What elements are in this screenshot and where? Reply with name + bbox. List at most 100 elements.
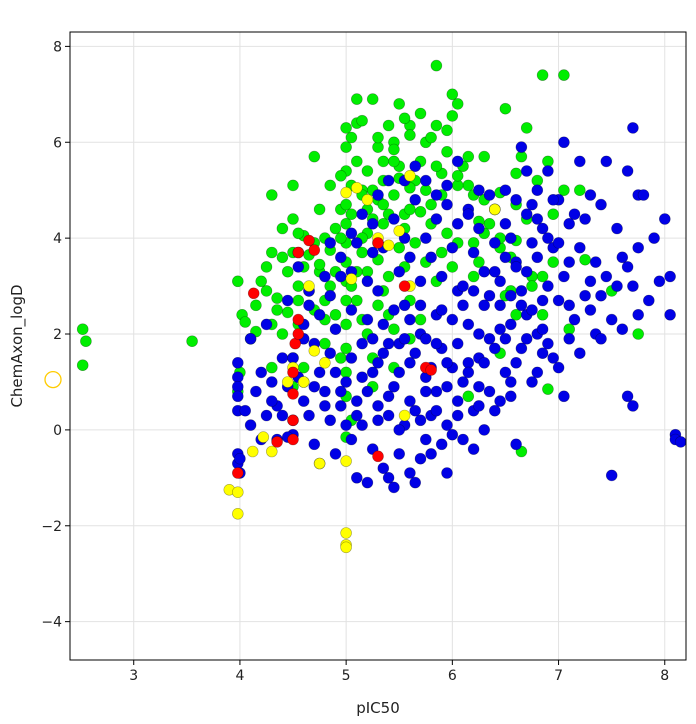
data-point (419, 385, 432, 398)
data-point (340, 186, 352, 199)
data-point (340, 541, 352, 554)
data-point (388, 481, 400, 494)
data-point (303, 409, 315, 422)
data-point (483, 189, 496, 201)
data-point (382, 409, 395, 422)
data-point (451, 170, 464, 182)
data-point (319, 356, 331, 369)
data-point (664, 308, 676, 321)
data-point (542, 165, 554, 177)
data-point (414, 414, 427, 427)
data-point (281, 376, 294, 388)
data-point (446, 261, 459, 273)
data-point (526, 198, 538, 211)
data-point (409, 160, 422, 172)
data-point (414, 107, 427, 120)
data-point (260, 318, 273, 331)
data-point (648, 232, 660, 244)
data-point (441, 179, 453, 192)
data-point (542, 280, 554, 292)
data-point (244, 332, 257, 345)
data-point (605, 313, 618, 326)
data-point (467, 246, 480, 259)
data-point (510, 438, 522, 451)
data-point (462, 179, 475, 192)
data-point (361, 476, 374, 489)
data-point (451, 337, 464, 350)
data-point (425, 364, 437, 376)
x-axis-ticks: 3 4 5 6 7 8 (129, 660, 669, 684)
data-point (441, 419, 453, 431)
data-point (260, 285, 273, 297)
data-point (547, 256, 560, 268)
data-point (526, 376, 538, 388)
data-point (329, 323, 342, 336)
data-point (451, 395, 464, 407)
data-point (271, 436, 283, 448)
data-point (478, 424, 491, 436)
data-point (536, 270, 549, 283)
data-point (334, 400, 347, 412)
data-point (404, 395, 416, 407)
data-point (382, 270, 395, 283)
x-tick-label: 7 (554, 668, 563, 684)
data-point (409, 476, 422, 489)
data-point (536, 222, 549, 235)
data-point (664, 270, 676, 283)
data-point (457, 299, 469, 312)
data-point (441, 380, 453, 393)
data-point (393, 98, 406, 110)
data-point (324, 237, 337, 249)
data-point (345, 433, 358, 446)
data-point (419, 332, 432, 345)
data-point (329, 308, 342, 321)
data-point (345, 208, 358, 220)
data-point (303, 234, 315, 247)
data-point (473, 184, 485, 196)
data-point (600, 270, 613, 283)
data-point (520, 165, 533, 177)
data-point (441, 467, 453, 479)
data-point (457, 280, 469, 292)
data-point (558, 136, 570, 149)
data-point (308, 150, 321, 163)
data-point (531, 366, 544, 379)
data-point (462, 150, 475, 163)
data-point (621, 165, 634, 177)
data-point (324, 414, 337, 427)
data-point (531, 213, 544, 225)
data-point (563, 256, 576, 268)
data-point (334, 385, 347, 398)
data-point (435, 438, 448, 451)
data-point (435, 304, 448, 316)
y-axis-ticks: −4 −2 0 2 4 6 8 (41, 39, 70, 631)
data-point (404, 313, 416, 326)
data-point (478, 265, 491, 278)
data-point (255, 366, 268, 379)
data-point (547, 194, 560, 206)
data-point (361, 194, 374, 206)
data-point (239, 316, 251, 328)
data-point (366, 218, 379, 230)
data-point (287, 213, 299, 225)
data-point (388, 189, 400, 201)
data-point (398, 299, 411, 312)
data-point (520, 122, 533, 134)
data-point (579, 289, 591, 302)
data-point (473, 380, 485, 393)
data-point (271, 304, 283, 316)
data-point (404, 170, 416, 182)
data-point (324, 179, 337, 192)
data-point (350, 237, 363, 249)
data-point (414, 206, 427, 218)
y-axis-title: ChemAxon_logD (8, 284, 27, 407)
data-point (409, 347, 422, 360)
data-point (404, 251, 416, 264)
data-point (366, 93, 379, 105)
data-point (250, 299, 262, 312)
data-point (308, 244, 321, 256)
data-point (414, 275, 427, 288)
data-point (356, 337, 368, 350)
y-tick-label: 4 (53, 231, 62, 247)
data-point (473, 400, 485, 412)
